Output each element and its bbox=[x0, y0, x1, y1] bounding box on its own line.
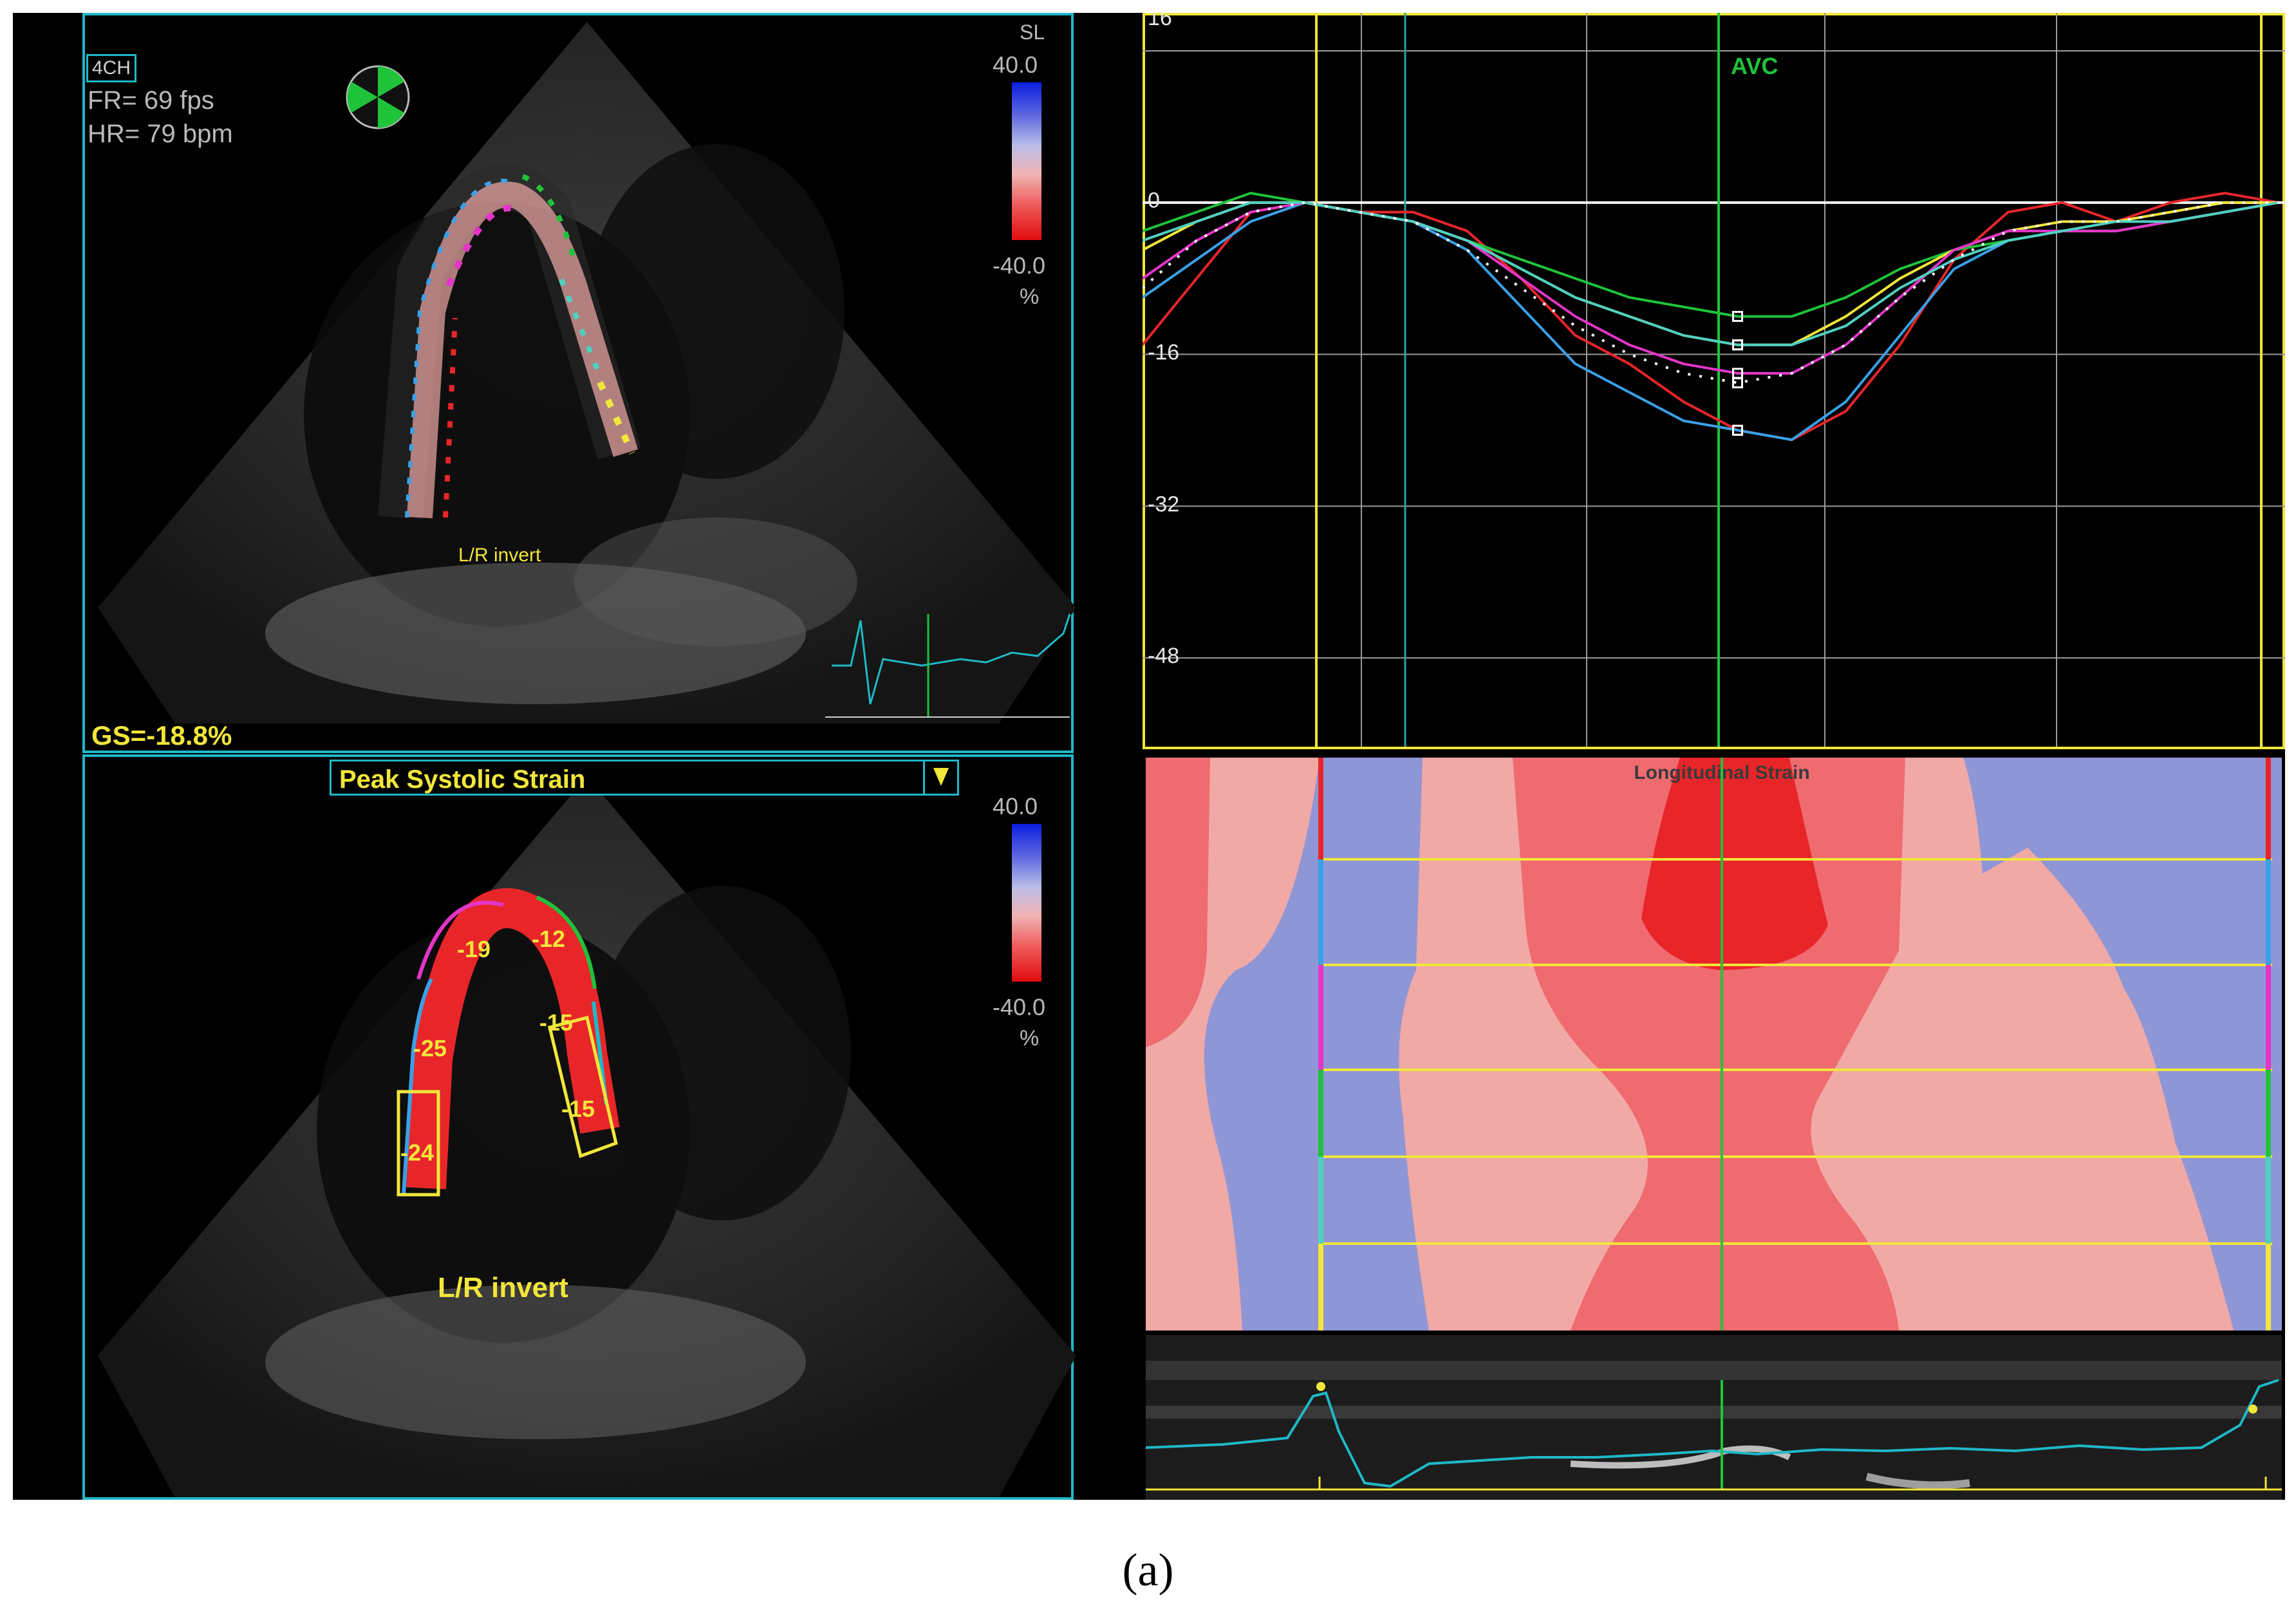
strain-curve-chart[interactable]: 16 0 -16 -32 -48 bbox=[1143, 13, 2285, 753]
peak-marker bbox=[1732, 311, 1744, 322]
lr-invert-note: L/R invert bbox=[458, 545, 541, 566]
colorbar-unit-label: % bbox=[1020, 1026, 1040, 1050]
segment-value: -15 bbox=[539, 1009, 574, 1036]
colorbar-min-label: -40.0 bbox=[993, 994, 1046, 1020]
view-badge: 4CH bbox=[86, 54, 137, 82]
mode-select-label: Peak Systolic Strain bbox=[339, 765, 586, 794]
avc-event-label: AVC bbox=[1731, 53, 1778, 79]
y-tick-label: 16 bbox=[1148, 13, 1172, 30]
segment-value: -24 bbox=[400, 1139, 434, 1166]
strain-curve-series bbox=[1143, 191, 2279, 318]
y-tick-label: -48 bbox=[1148, 644, 1179, 668]
peak-marker bbox=[1732, 377, 1744, 389]
colorbar-max-label: 40.0 bbox=[993, 793, 1038, 819]
y-tick-label: 0 bbox=[1148, 189, 1160, 213]
orientation-marker-icon bbox=[346, 65, 410, 129]
peak-marker bbox=[1732, 424, 1744, 436]
longitudinal-strain-map[interactable] bbox=[1146, 758, 2282, 1330]
y-tick-label: -16 bbox=[1148, 341, 1179, 365]
strain-colorbar bbox=[1012, 824, 1041, 982]
strain-curve-series bbox=[1143, 201, 2279, 375]
top-left-echo-view[interactable]: 4CH FR= 69 fps HR= 79 bpm SL 40.0 -40.0 … bbox=[82, 13, 1076, 753]
strain-curve-chart-panel[interactable]: 16 0 -16 -32 -48 AVC bbox=[1143, 13, 2285, 753]
peak-marker bbox=[1732, 339, 1744, 351]
bottom-left-echo-view[interactable]: Peak Systolic Strain 40.0 -40.0 % -19 -1… bbox=[82, 754, 1076, 1500]
mode-select-dropdown[interactable]: Peak Systolic Strain bbox=[330, 760, 928, 796]
strain-curve-series bbox=[1143, 201, 2279, 346]
segment-value: -25 bbox=[413, 1035, 447, 1061]
colorbar-unit-label: % bbox=[1020, 285, 1040, 309]
strain-map-title: Longitudinal Strain bbox=[1634, 762, 1810, 783]
colorbar-min-label: -40.0 bbox=[993, 252, 1046, 279]
segment-value: -15 bbox=[561, 1096, 595, 1122]
strain-curve-series bbox=[1143, 201, 2279, 384]
y-tick-label: -32 bbox=[1148, 492, 1179, 516]
colorbar-max-label: 40.0 bbox=[993, 51, 1038, 78]
echo-sector-image bbox=[98, 776, 1076, 1497]
chart-border bbox=[1143, 13, 2285, 749]
figure-caption: (a) bbox=[1122, 1544, 1174, 1596]
segment-value: -12 bbox=[532, 926, 566, 952]
heart-rate-readout: HR= 79 bpm bbox=[88, 120, 233, 148]
frame-rate-readout: FR= 69 fps bbox=[88, 86, 214, 115]
lr-invert-note: L/R invert bbox=[438, 1272, 568, 1303]
global-strain-readout: GS=-18.8% bbox=[91, 720, 232, 751]
triangle-down-icon bbox=[933, 768, 949, 786]
strain-colorbar bbox=[1012, 82, 1041, 240]
colorbar-header: SL bbox=[1020, 21, 1045, 44]
mode-dropdown-arrow-icon[interactable] bbox=[923, 760, 959, 796]
longitudinal-strain-map-panel[interactable]: Longitudinal Strain bbox=[1143, 754, 2285, 1334]
mmode-ecg-strip[interactable] bbox=[1143, 1335, 2285, 1500]
segment-value: -19 bbox=[457, 936, 491, 962]
echo-sector-image bbox=[98, 22, 1076, 723]
strain-curve-series bbox=[1143, 201, 2279, 442]
mmode-ecg-trace bbox=[1146, 1335, 2282, 1500]
